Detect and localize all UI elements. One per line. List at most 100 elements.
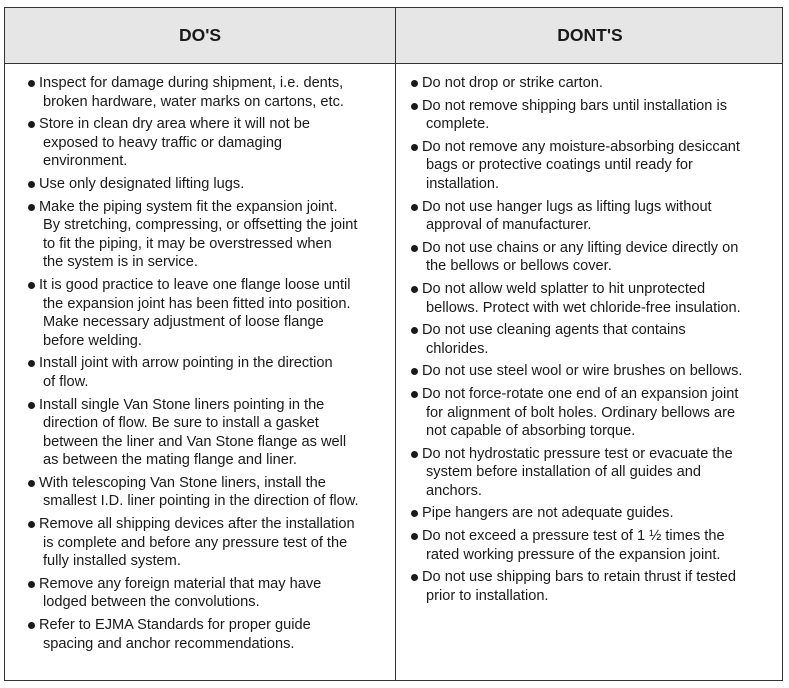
- donts-list-item: Do not drop or strike carton.: [409, 74, 742, 93]
- item-text-line: Make necessary adjustment of loose flang…: [43, 314, 324, 331]
- item-text-line: spacing and anchor recommendations.: [43, 635, 295, 652]
- item-text-line: Store in clean dry area where it will no…: [39, 116, 310, 133]
- bullet-icon: [28, 580, 35, 588]
- donts-list-item: Do not hydrostatic pressure test or evac…: [409, 445, 742, 501]
- donts-list-item: Do not use shipping bars to retain thrus…: [409, 568, 742, 605]
- item-text-line: approval of manufacturer.: [426, 217, 592, 234]
- bullet-icon: [28, 622, 35, 630]
- item-text-line: as between the mating flange and liner.: [43, 452, 297, 469]
- item-text-line: the system is in service.: [43, 254, 198, 271]
- bullet-icon: [411, 327, 418, 335]
- item-text-line: Use only designated lifting lugs.: [39, 175, 245, 192]
- bullet-icon: [28, 521, 35, 529]
- dos-list-item: Remove any foreign material that may hav…: [26, 575, 359, 612]
- bullet-icon: [411, 203, 418, 211]
- dos-list: Inspect for damage during shipment, i.e.…: [26, 74, 359, 657]
- item-text-line: Remove all shipping devices after the in…: [39, 516, 355, 533]
- item-text-line: exposed to heavy traffic or damaging: [43, 134, 283, 151]
- donts-list-item: Do not use steel wool or wire brushes on…: [409, 362, 742, 381]
- bullet-icon: [411, 80, 418, 87]
- bullet-icon: [411, 574, 418, 582]
- bullet-icon: [411, 143, 418, 151]
- item-text-line: to fit the piping, it may be overstresse…: [43, 235, 332, 252]
- bullet-icon: [28, 80, 35, 87]
- item-text-line: fully installed system.: [43, 553, 181, 570]
- donts-list-item: Pipe hangers are not adequate guides.: [409, 504, 742, 523]
- item-text-line: With telescoping Van Stone liners, insta…: [39, 474, 326, 491]
- item-text-line: Do not use steel wool or wire brushes on…: [422, 363, 743, 380]
- bullet-icon: [28, 121, 35, 129]
- donts-list-item: Do not remove any moisture-absorbing des…: [409, 138, 742, 194]
- dos-donts-table: DO'S DONT'S Inspect for damage during sh…: [4, 7, 783, 681]
- bullet-icon: [411, 285, 418, 293]
- table-header-row: DO'S DONT'S: [5, 8, 782, 64]
- donts-list-item: Do not force-rotate one end of an expans…: [409, 385, 742, 441]
- bullet-icon: [411, 533, 418, 541]
- dos-list-item: Remove all shipping devices after the in…: [26, 515, 359, 571]
- bullet-icon: [411, 390, 418, 398]
- item-text-line: bags or protective coatings until ready …: [426, 157, 693, 174]
- item-text-line: for alignment of bolt holes. Ordinary be…: [426, 404, 736, 421]
- bullet-icon: [411, 102, 418, 110]
- item-text-line: Do not force-rotate one end of an expans…: [422, 385, 739, 402]
- bullet-icon: [28, 479, 35, 487]
- item-text-line: complete.: [426, 116, 490, 133]
- donts-list-item: Do not remove shipping bars until instal…: [409, 97, 742, 134]
- bullet-icon: [28, 281, 35, 289]
- item-text-line: It is good practice to leave one flange …: [39, 276, 351, 293]
- item-text-line: lodged between the convolutions.: [43, 594, 260, 611]
- item-text-line: environment.: [43, 153, 128, 170]
- item-text-line: broken hardware, water marks on cartons,…: [43, 93, 344, 110]
- item-text-line: anchors.: [426, 482, 482, 499]
- bullet-icon: [411, 244, 418, 252]
- item-text-line: is complete and before any pressure test…: [43, 534, 348, 551]
- dos-list-item: Install joint with arrow pointing in the…: [26, 354, 359, 391]
- item-text-line: Do not use chains or any lifting device …: [422, 239, 739, 256]
- donts-list-item: Do not allow weld splatter to hit unprot…: [409, 280, 742, 317]
- bullet-icon: [411, 450, 418, 458]
- donts-list-item: Do not use cleaning agents that contains…: [409, 321, 742, 358]
- item-text-line: Make the piping system fit the expansion…: [39, 198, 338, 215]
- item-text-line: installation.: [426, 175, 500, 192]
- bullet-icon: [28, 401, 35, 409]
- item-text-line: Do not remove any moisture-absorbing des…: [422, 138, 740, 155]
- item-text-line: rated working pressure of the expansion …: [426, 546, 721, 563]
- item-text-line: chlorides.: [426, 340, 489, 357]
- item-text-line: the expansion joint has been fitted into…: [43, 295, 351, 312]
- dos-header: DO'S: [178, 25, 222, 45]
- bullet-icon: [28, 360, 35, 368]
- item-text-line: Do not use cleaning agents that contains: [422, 322, 686, 339]
- item-text-line: between the liner and Van Stone flange a…: [43, 433, 347, 450]
- item-text-line: By stretching, compressing, or offsettin…: [43, 217, 358, 234]
- item-text-line: Refer to EJMA Standards for proper guide: [39, 617, 311, 634]
- dos-list-item: Store in clean dry area where it will no…: [26, 115, 359, 171]
- dos-list-item: It is good practice to leave one flange …: [26, 276, 359, 350]
- bullet-icon: [411, 368, 418, 376]
- item-text-line: Pipe hangers are not adequate guides.: [422, 505, 674, 522]
- item-text-line: Do not use hanger lugs as lifting lugs w…: [422, 198, 712, 215]
- item-text-line: smallest I.D. liner pointing in the dire…: [43, 493, 359, 510]
- dos-list-item: With telescoping Van Stone liners, insta…: [26, 474, 359, 511]
- column-divider: [395, 8, 396, 680]
- dos-list-item: Inspect for damage during shipment, i.e.…: [26, 74, 359, 111]
- item-text-line: Install single Van Stone liners pointing…: [39, 396, 325, 413]
- bullet-icon: [411, 510, 418, 518]
- dos-list-item: Refer to EJMA Standards for proper guide…: [26, 616, 359, 653]
- item-text-line: direction of flow. Be sure to install a …: [43, 415, 319, 432]
- item-text-line: Do not use shipping bars to retain thrus…: [422, 569, 736, 586]
- donts-list-item: Do not use hanger lugs as lifting lugs w…: [409, 198, 742, 235]
- item-text-line: Do not hydrostatic pressure test or evac…: [422, 445, 733, 462]
- dos-list-item: Use only designated lifting lugs.: [26, 175, 359, 194]
- item-text-line: Inspect for damage during shipment, i.e.…: [39, 75, 344, 91]
- item-text-line: of flow.: [43, 373, 89, 390]
- item-text-line: Do not allow weld splatter to hit unprot…: [422, 280, 706, 297]
- item-text-line: Remove any foreign material that may hav…: [39, 575, 322, 592]
- bullet-icon: [28, 203, 35, 211]
- donts-header: DONT'S: [557, 25, 623, 45]
- item-text-line: the bellows or bellows cover.: [426, 258, 612, 275]
- item-text-line: Do not exceed a pressure test of 1 ½ tim…: [422, 528, 725, 545]
- item-text-line: system before installation of all guides…: [426, 464, 702, 481]
- item-text-line: Do not drop or strike carton.: [422, 75, 603, 91]
- donts-list: Do not drop or strike carton. Do not remo…: [409, 74, 742, 609]
- item-text-line: Do not remove shipping bars until instal…: [422, 97, 728, 114]
